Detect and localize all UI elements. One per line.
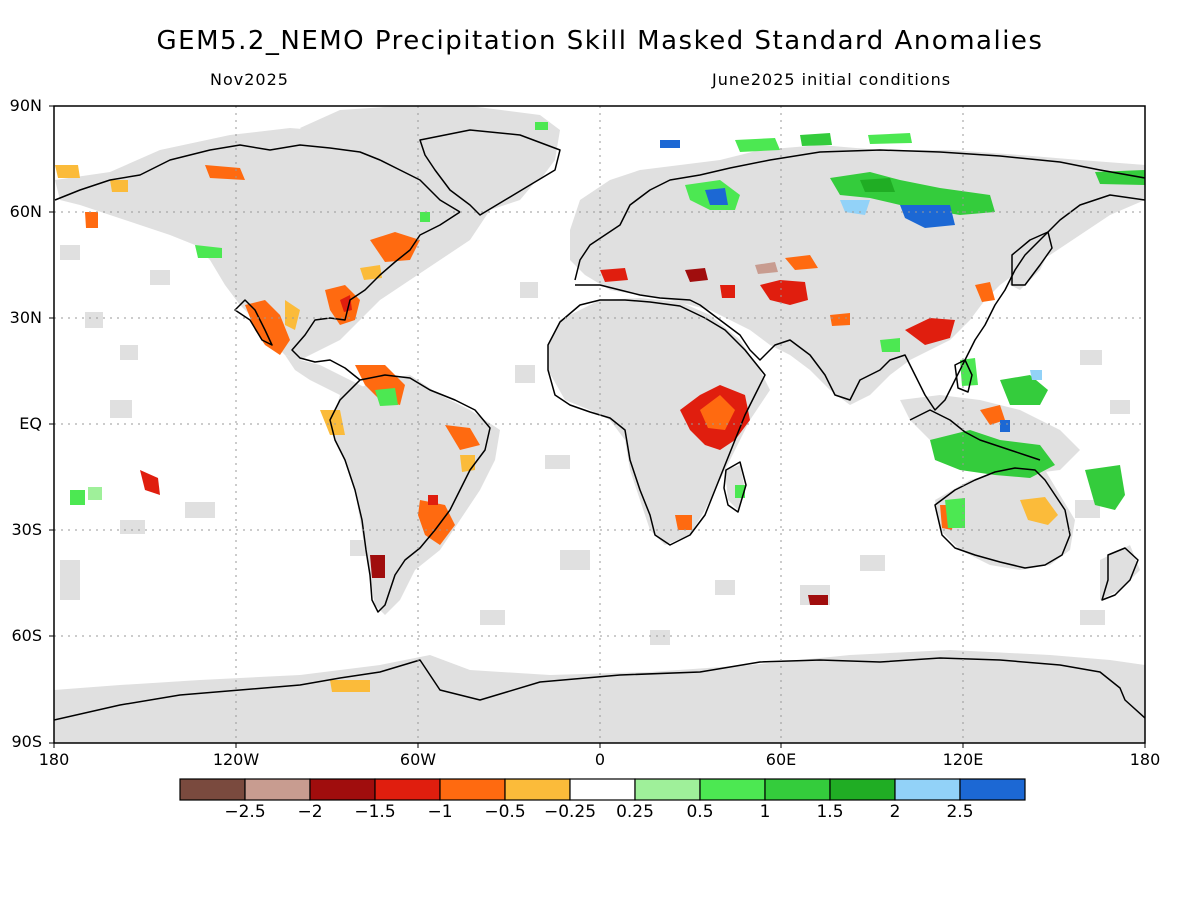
lon-label-120w: 120W	[212, 750, 260, 769]
colorbar-tick-label: 2.5	[946, 802, 974, 822]
lat-label-30n: 30N	[9, 308, 42, 327]
colorbar-swatch	[894, 778, 961, 801]
map-title: GEM5.2_NEMO Precipitation Skill Masked S…	[156, 26, 1044, 56]
colorbar-swatch	[439, 778, 506, 801]
colorbar-swatch	[504, 778, 571, 801]
lon-label-60e: 60E	[765, 750, 797, 769]
colorbar-swatch	[179, 778, 246, 801]
forecast-month: Nov2025	[210, 70, 289, 89]
colorbar-tick-label: −1.5	[354, 802, 396, 822]
colorbar	[179, 778, 1026, 801]
lat-label-eq: EQ	[19, 414, 42, 433]
colorbar-tick-label: 1.5	[816, 802, 844, 822]
colorbar-swatch	[309, 778, 376, 801]
lat-label-90s: 90S	[11, 732, 42, 751]
colorbar-tick-label: 0.25	[616, 802, 654, 822]
lat-label-30s: 30S	[11, 520, 42, 539]
colorbar-swatch	[244, 778, 311, 801]
colorbar-swatch	[699, 778, 766, 801]
axis-ticks	[49, 105, 1146, 748]
lon-label-60w: 60W	[399, 750, 437, 769]
lat-label-60n: 60N	[9, 202, 42, 221]
lon-label-180w: 180	[38, 750, 70, 769]
anomaly-patches	[55, 122, 1145, 692]
colorbar-tick-label: −0.5	[484, 802, 526, 822]
colorbar-tick-label: −0.25	[543, 802, 597, 822]
colorbar-tick-label: −2.5	[224, 802, 266, 822]
colorbar-tick-label: −2	[297, 802, 323, 822]
colorbar-swatch	[374, 778, 441, 801]
lat-label-90n: 90N	[9, 96, 42, 115]
coastlines	[54, 129, 1145, 721]
colorbar-swatch	[764, 778, 831, 801]
colorbar-swatch	[829, 778, 896, 801]
lat-label-60s: 60S	[11, 626, 42, 645]
lon-label-120e: 120E	[942, 750, 984, 769]
colorbar-tick-label: −1	[427, 802, 453, 822]
colorbar-tick-label: 0.5	[686, 802, 714, 822]
lon-label-0: 0	[594, 750, 606, 769]
lon-label-180e: 180	[1129, 750, 1161, 769]
colorbar-tick-label: 2	[889, 802, 901, 822]
gridlines	[54, 106, 1145, 743]
map-layers	[54, 106, 1145, 743]
colorbar-swatch	[569, 778, 636, 801]
initial-conditions: June2025 initial conditions	[712, 70, 952, 89]
colorbar-swatch	[959, 778, 1026, 801]
colorbar-tick-label: 1	[759, 802, 771, 822]
colorbar-swatch	[634, 778, 701, 801]
